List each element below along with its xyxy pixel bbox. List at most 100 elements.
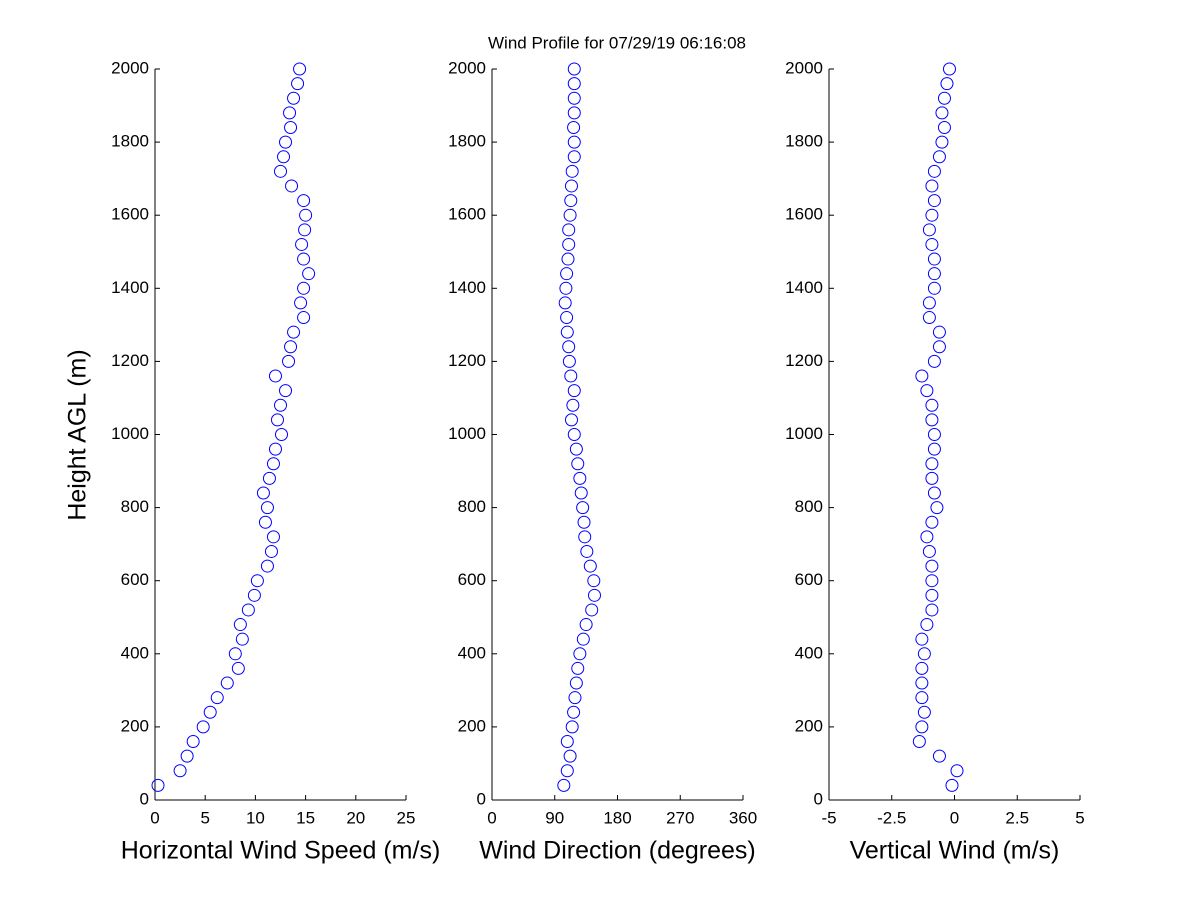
point (241, 603, 255, 617)
point (151, 778, 165, 792)
point (925, 208, 939, 222)
point (566, 398, 580, 412)
point (576, 632, 590, 646)
point (264, 544, 278, 558)
y-tick-label: 1000 (448, 424, 486, 443)
y-tick-label: 1400 (785, 278, 823, 297)
point (915, 720, 929, 734)
y-tick-label: 1600 (448, 205, 486, 224)
y-tick-label: 2000 (785, 58, 823, 77)
point (231, 661, 245, 675)
y-tick-label: 1200 (448, 351, 486, 370)
point (274, 398, 287, 412)
point (266, 530, 280, 544)
point (294, 296, 308, 310)
x-axis-label: Vertical Wind (m/s) (850, 837, 1060, 865)
point (915, 632, 929, 646)
point (560, 735, 574, 749)
chart-title: Wind Profile for 07/29/19 06:16:08 (488, 33, 746, 52)
point (925, 588, 939, 602)
point (235, 632, 249, 646)
point (925, 471, 939, 485)
y-tick-label: 1000 (785, 424, 823, 443)
point (915, 676, 929, 690)
y-axis-label: Height AGL (m) (64, 349, 92, 520)
y-tick-label: 1800 (111, 132, 149, 151)
y-tick-label: 1600 (111, 205, 149, 224)
point (287, 325, 301, 339)
point (922, 311, 936, 325)
point (927, 252, 941, 266)
point (220, 676, 234, 690)
point (247, 588, 261, 602)
point (922, 223, 936, 237)
point (927, 428, 941, 441)
point (577, 515, 591, 529)
point (287, 91, 301, 105)
point (950, 764, 964, 778)
point (279, 384, 293, 398)
point (925, 515, 939, 529)
x-tick-label: 0 (150, 808, 159, 827)
y-tick-label: 200 (795, 716, 823, 735)
point (186, 735, 200, 749)
point (925, 237, 939, 251)
y-tick-label: 1200 (785, 351, 823, 370)
point (297, 252, 311, 266)
point (563, 208, 577, 222)
y-tick-label: 800 (795, 497, 823, 516)
point (262, 471, 276, 485)
point (561, 252, 575, 266)
point (297, 281, 311, 295)
point (569, 442, 583, 456)
point (567, 62, 581, 76)
x-tick-label: 270 (666, 808, 694, 827)
y-tick-label: 800 (121, 497, 149, 516)
point (927, 442, 941, 456)
point (932, 749, 946, 763)
point (563, 749, 577, 763)
point (925, 398, 939, 412)
x-tick-label: 25 (397, 808, 416, 827)
y-tick-label: 1400 (111, 278, 149, 297)
point (302, 267, 316, 281)
point (557, 778, 571, 792)
x-tick-label: 360 (729, 808, 757, 827)
point (932, 325, 946, 339)
point (260, 559, 274, 573)
x-tick-label: 5 (200, 808, 209, 827)
y-tick-label: 1000 (111, 424, 149, 443)
point (917, 705, 931, 719)
x-tick-label: 90 (545, 808, 564, 827)
point (567, 106, 581, 120)
point (945, 778, 959, 792)
point (173, 764, 187, 778)
point (915, 661, 929, 675)
point (927, 164, 941, 178)
x-axis-label: Horizontal Wind Speed (m/s) (121, 837, 441, 865)
point (274, 164, 287, 178)
x-axis-label: Wind Direction (degrees) (479, 837, 756, 865)
point (925, 559, 939, 573)
point (587, 574, 601, 588)
point (260, 501, 274, 515)
point (560, 325, 574, 339)
point (571, 457, 585, 471)
point (564, 179, 578, 193)
point (567, 120, 581, 134)
point (233, 618, 247, 632)
y-tick-label: 400 (121, 643, 149, 662)
point (927, 486, 941, 500)
point (277, 150, 291, 164)
point (210, 691, 224, 705)
y-tick-label: 400 (458, 643, 486, 662)
point (571, 661, 585, 675)
y-tick-label: 400 (795, 643, 823, 662)
y-tick-label: 2000 (111, 58, 149, 77)
point (567, 77, 581, 91)
point (927, 354, 941, 368)
point (587, 588, 601, 602)
point (912, 735, 926, 749)
point (935, 106, 949, 120)
